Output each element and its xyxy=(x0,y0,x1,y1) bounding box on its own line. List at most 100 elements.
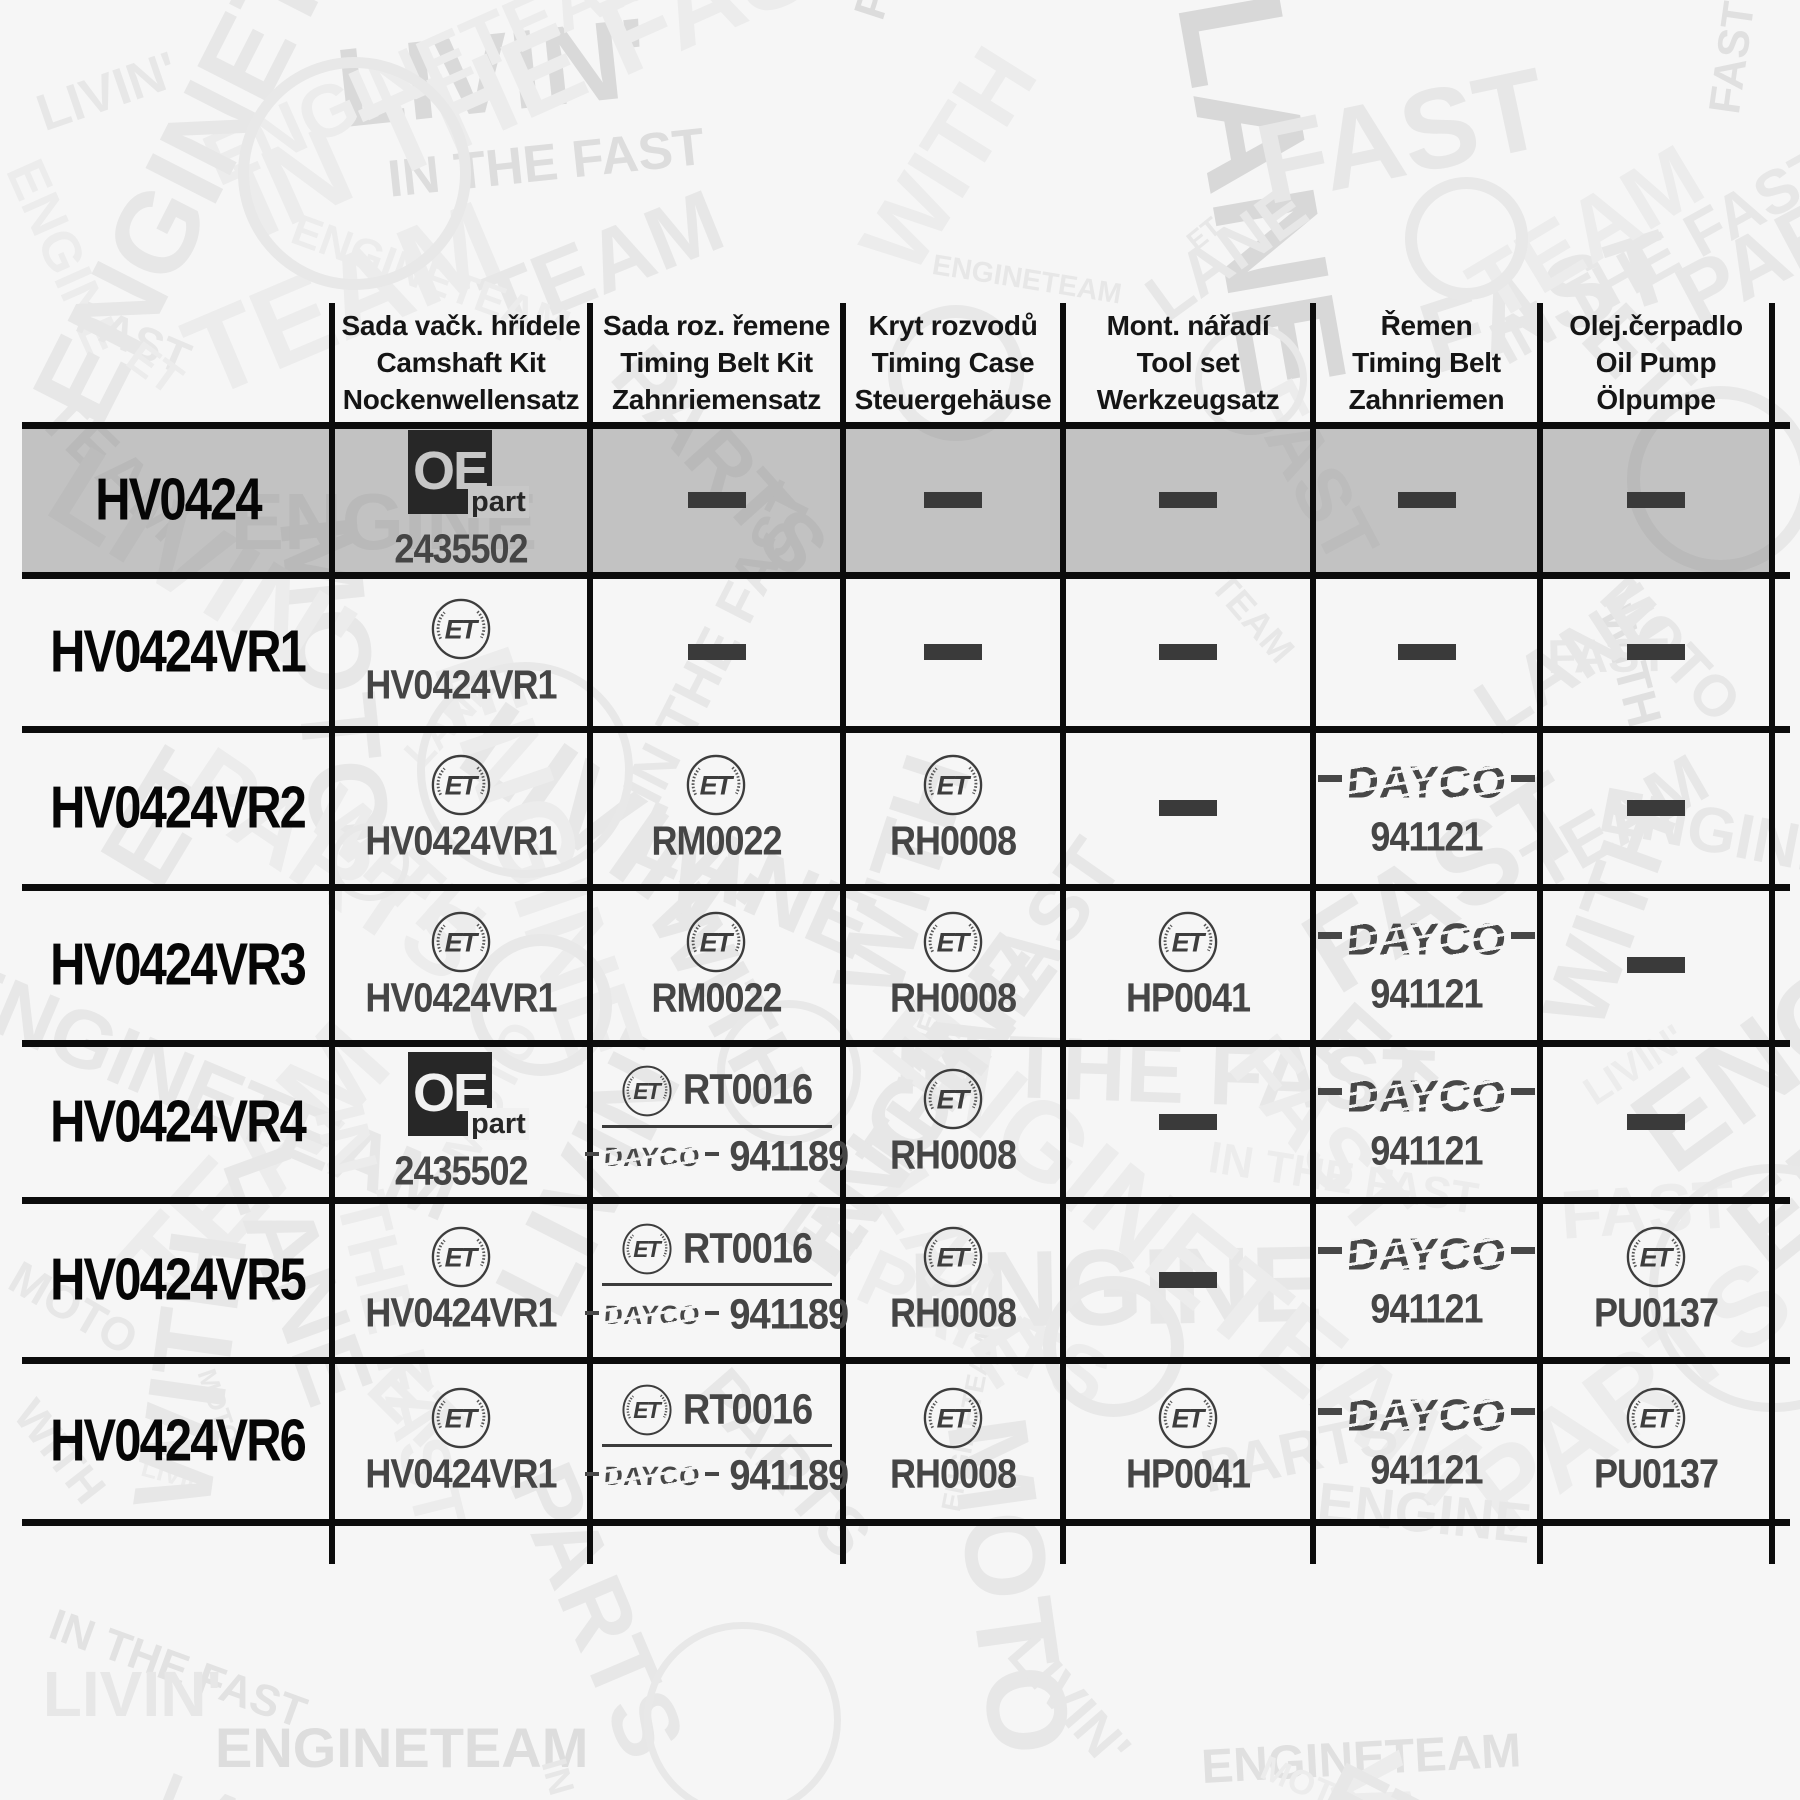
svg-text:ET: ET xyxy=(937,770,972,801)
row-label-text: HV0424VR5 xyxy=(50,1246,308,1314)
column-header-line: Kryt rozvodů xyxy=(868,309,1038,341)
part-number: RH0008 xyxy=(889,1130,1017,1177)
not-available-dash xyxy=(1627,957,1685,973)
background-circle xyxy=(717,1000,861,1144)
svg-text:ET: ET xyxy=(1172,1403,1207,1434)
not-available-dash xyxy=(1159,644,1217,660)
table-column-line xyxy=(587,303,593,1564)
cell-HV0424VR1-col3 xyxy=(849,579,1057,725)
cell-HV0424VR4-col4 xyxy=(1069,1047,1307,1196)
table-row-line xyxy=(22,1357,1790,1364)
part-number: HP0041 xyxy=(1125,1450,1251,1497)
dual-part-cell: ET RT0016 DAYCO 941189 xyxy=(584,1384,849,1500)
background-word: ENGINETEAM xyxy=(215,1716,589,1779)
table-column-line xyxy=(329,303,335,1564)
oe-part-logo-box: OE xyxy=(408,1051,492,1136)
column-header-line: Oil Pump xyxy=(1595,346,1717,378)
cell-HV0424VR3-col4: ET HP0041 xyxy=(1069,891,1307,1039)
et-logo-icon: ET xyxy=(1157,911,1219,973)
svg-text:ET: ET xyxy=(700,770,735,801)
oe-part-logo: OE part xyxy=(386,1051,536,1146)
cell-HV0424-col6 xyxy=(1546,429,1766,571)
column-header-line: Řemen xyxy=(1380,309,1473,341)
cell-HV0424VR5-col4 xyxy=(1069,1204,1307,1356)
oe-part-logo: OE part xyxy=(386,430,536,524)
svg-text:ET: ET xyxy=(633,1397,663,1423)
part-number: RT0016 xyxy=(682,1224,813,1272)
svg-text:ET: ET xyxy=(700,927,735,958)
part-number: 2435502 xyxy=(394,1146,528,1193)
part-number: RM0022 xyxy=(651,974,782,1021)
not-available-dash xyxy=(687,644,746,660)
dayco-logo: DAYCO xyxy=(1317,1391,1536,1441)
table-column-line xyxy=(1537,303,1543,1564)
cell-HV0424VR1-col1: ET HV0424VR1 xyxy=(338,579,584,725)
highlighted-row-overlay xyxy=(22,428,1772,572)
column-header-line: Nockenwellensatz xyxy=(342,383,580,415)
part-number: PU0137 xyxy=(1593,1289,1719,1336)
et-logo-icon: ET xyxy=(430,598,492,660)
part-number: HP0041 xyxy=(1125,974,1251,1021)
svg-text:ET: ET xyxy=(1640,1403,1675,1434)
column-header-line: Ölpumpe xyxy=(1596,383,1716,415)
part-number: 941189 xyxy=(729,1452,849,1500)
dayco-logo: DAYCO xyxy=(1317,1230,1536,1280)
row-label: HV0424VR1 xyxy=(30,579,326,725)
column-header: Řemen Timing Belt Zahnriemen xyxy=(1318,303,1535,421)
row-label-text: HV0424VR3 xyxy=(50,931,308,999)
column-header-line: Mont. nářadí xyxy=(1106,309,1270,341)
cell-HV0424VR4-col1: OE part 2435502 xyxy=(338,1047,584,1196)
column-header-line: Camshaft Kit xyxy=(376,346,546,378)
cell-divider xyxy=(601,1283,832,1286)
et-logo-icon: ET xyxy=(430,911,492,973)
cell-HV0424VR6-col6: ET PU0137 xyxy=(1546,1364,1766,1518)
table-row-line xyxy=(22,1040,1790,1047)
cell-HV0424-col2 xyxy=(596,429,837,571)
table-column-line xyxy=(1310,303,1316,1564)
svg-text:ET: ET xyxy=(445,614,480,645)
cell-HV0424VR1-col5 xyxy=(1319,579,1534,725)
column-header-line: Sada roz. řemene xyxy=(602,309,831,341)
cell-HV0424VR3-col3: ET RH0008 xyxy=(849,891,1057,1039)
not-available-dash xyxy=(924,492,982,508)
cell-HV0424VR3-col5: DAYCO 941121 xyxy=(1317,891,1536,1039)
column-header: Mont. nářadí Tool set Werkzeugsatz xyxy=(1068,303,1308,421)
et-logo-icon: ET xyxy=(621,1384,673,1436)
part-number: 941121 xyxy=(1370,1285,1483,1332)
column-header: Kryt rozvodů Timing Case Steuergehäuse xyxy=(848,303,1058,421)
background-word: ENGINE xyxy=(0,660,3,927)
cell-HV0424VR1-col4 xyxy=(1069,579,1307,725)
row-label: HV0424VR3 xyxy=(30,891,326,1039)
column-header: Sada roz. řemene Timing Belt Kit Zahnrieme… xyxy=(595,303,838,421)
table-row-line xyxy=(22,884,1790,891)
column-header: Sada vačk. hřídele Camshaft Kit Nockenwell… xyxy=(337,303,585,421)
dayco-logo: DAYCO xyxy=(584,1300,720,1331)
column-header-line: Steuergehäuse xyxy=(854,383,1052,415)
cell-HV0424VR5-col2: ET RT0016 DAYCO 941189 xyxy=(584,1204,849,1356)
row-label-text: HV0424 xyxy=(95,466,262,534)
cell-HV0424VR1-col2 xyxy=(596,579,837,725)
dayco-logo: DAYCO xyxy=(1317,758,1536,808)
not-available-dash xyxy=(1159,1272,1217,1288)
not-available-dash xyxy=(1159,1113,1217,1130)
background-word: LIVIN' xyxy=(42,1657,222,1730)
table-row-line xyxy=(22,572,1790,579)
part-number: 941121 xyxy=(1370,970,1483,1017)
row-label: HV0424VR6 xyxy=(30,1364,326,1518)
part-number: 941121 xyxy=(1370,1126,1483,1173)
svg-text:ET: ET xyxy=(445,927,480,958)
svg-text:ET: ET xyxy=(937,927,972,958)
row-label: HV0424 xyxy=(30,429,326,571)
cell-HV0424VR1-col6 xyxy=(1546,579,1766,725)
table-row-line xyxy=(22,1197,1790,1204)
not-available-dash xyxy=(1159,800,1217,816)
part-number: RH0008 xyxy=(889,1289,1017,1336)
part-number: RH0008 xyxy=(889,974,1017,1021)
part-number: RT0016 xyxy=(682,1385,813,1433)
svg-text:ET: ET xyxy=(445,770,480,801)
part-number: HV0424VR1 xyxy=(365,1289,557,1336)
cell-HV0424VR3-col1: ET HV0424VR1 xyxy=(338,891,584,1039)
dual-part-cell: ET RT0016 DAYCO 941189 xyxy=(584,1065,849,1180)
part-number: HV0424VR1 xyxy=(365,974,557,1021)
